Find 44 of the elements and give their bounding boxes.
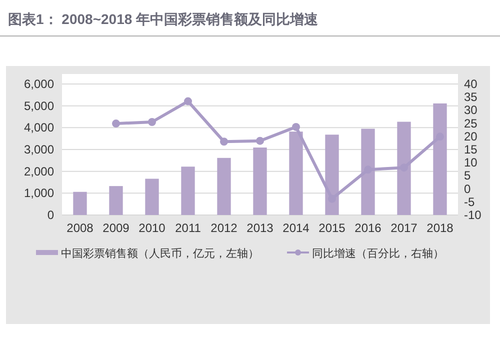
x-tick-label: 2018 — [426, 221, 454, 235]
bar — [145, 178, 159, 215]
x-tick-label: 2009 — [102, 221, 130, 235]
x-tick-label: 2017 — [390, 221, 418, 235]
bar — [217, 158, 231, 215]
x-tick-label: 2012 — [210, 221, 238, 235]
y-tick-label: 3,000 — [24, 142, 54, 156]
x-tick-label: 2014 — [282, 221, 310, 235]
y-tick-label: 5,000 — [24, 98, 54, 113]
x-tick-label: 2013 — [246, 221, 274, 235]
y2-tick-label: 25 — [464, 116, 478, 130]
y2-tick-label: 30 — [464, 103, 478, 118]
legend-label: 中国彩票销售额（人民币，亿元，左轴） — [61, 247, 259, 260]
y2-tick-label: -10 — [464, 208, 482, 222]
bar — [181, 166, 195, 215]
x-tick-label: 2008 — [66, 221, 94, 235]
y2-tick-label: 10 — [464, 156, 478, 170]
y2-tick-label: 35 — [464, 90, 478, 104]
point — [112, 120, 120, 128]
legend-label: 同比增速（百分比，右轴） — [312, 247, 444, 260]
point — [148, 118, 156, 126]
x-tick-label: 2015 — [318, 221, 346, 235]
bar — [253, 148, 267, 215]
point — [292, 122, 300, 131]
x-tick-label: 2011 — [175, 221, 202, 235]
y-tick-label: 1,000 — [24, 186, 54, 200]
y2-tick-label: 15 — [464, 142, 478, 156]
y2-tick-label: -5 — [464, 194, 475, 209]
point — [256, 136, 264, 145]
y-tick-label: 4,000 — [24, 120, 54, 135]
y-tick-label: 6,000 — [24, 77, 54, 91]
point — [184, 97, 192, 106]
y2-tick-label: 0 — [464, 182, 471, 196]
y2-tick-label: 5 — [464, 168, 471, 183]
y-tick-label: 0 — [47, 208, 54, 222]
point — [220, 138, 228, 146]
y2-tick-label: 40 — [464, 77, 478, 91]
bar — [109, 186, 123, 215]
y2-tick-label: 20 — [464, 129, 478, 144]
x-tick-label: 2016 — [354, 221, 382, 235]
bar — [73, 192, 87, 215]
x-tick-label: 2010 — [138, 221, 166, 235]
y-tick-label: 2,000 — [24, 164, 54, 178]
chart-title: 图表1： 2008~2018 年中国彩票销售额及同比增速 — [8, 11, 320, 27]
